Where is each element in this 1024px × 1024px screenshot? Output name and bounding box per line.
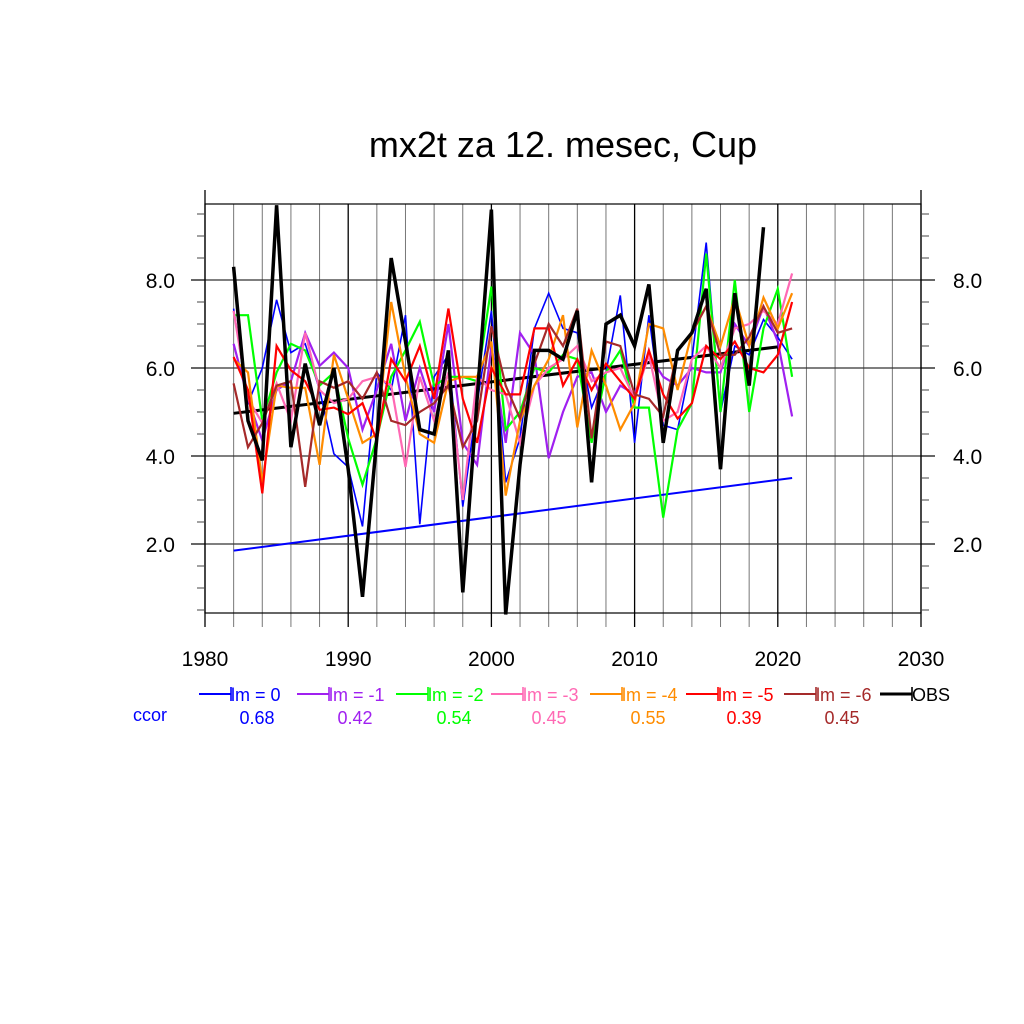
- y-tick-label-left: 6.0: [146, 358, 175, 381]
- legend-ccor-value: 0.39: [726, 708, 761, 728]
- x-tick-label: 2030: [898, 648, 945, 671]
- grid: [205, 204, 921, 627]
- legend: ccor lm = 0 0.68 lm = -1 0.42 lm = -2 0.54 lm …: [133, 685, 950, 728]
- trend-line: [233, 477, 793, 552]
- legend-ccor-value: 0.54: [436, 708, 471, 728]
- x-tick-label: 2020: [754, 648, 801, 671]
- x-tick-label: 2000: [468, 648, 515, 671]
- series-line-obs: [231, 205, 766, 615]
- legend-ccor-value: 0.42: [337, 708, 372, 728]
- legend-label: lm = -4: [622, 685, 678, 705]
- y-tick-label-left: 2.0: [146, 534, 175, 557]
- series-line-lm-6: [232, 303, 793, 487]
- legend-label: lm = -1: [329, 685, 385, 705]
- plot-frame: [204, 203, 922, 614]
- legend-label: lm = -5: [718, 685, 774, 705]
- legend-ccor-value: 0.55: [630, 708, 665, 728]
- y-tick-label-right: 2.0: [953, 534, 982, 557]
- legend-ccor-value: 0.68: [239, 708, 274, 728]
- y-tick-label-right: 4.0: [953, 446, 982, 469]
- y-tick-label-right: 6.0: [953, 358, 982, 381]
- x-tick-label: 1980: [182, 648, 229, 671]
- legend-label: lm = -2: [428, 685, 484, 705]
- legend-ccor-value: 0.45: [824, 708, 859, 728]
- legend-label: OBS: [912, 685, 950, 705]
- ccor-label: ccor: [133, 705, 167, 725]
- axes: 2.0 2.0 4.0 4.0 6.0 6.0 8.0 8.0 1980 1990 2000 2010…: [146, 190, 982, 671]
- legend-ccor-value: 0.45: [531, 708, 566, 728]
- legend-label: lm = -3: [523, 685, 579, 705]
- x-tick-label: 1990: [325, 648, 372, 671]
- x-tick-label: 2010: [611, 648, 658, 671]
- series-line-lm-5: [232, 301, 794, 494]
- series-lines: [231, 205, 794, 615]
- y-tick-label-left: 4.0: [146, 446, 175, 469]
- legend-label: lm = 0: [231, 685, 281, 705]
- y-tick-label-right: 8.0: [953, 270, 982, 293]
- legend-label: lm = -6: [816, 685, 872, 705]
- chart-title: mx2t za 12. mesec, Cup: [369, 124, 757, 165]
- y-tick-label-left: 8.0: [146, 270, 175, 293]
